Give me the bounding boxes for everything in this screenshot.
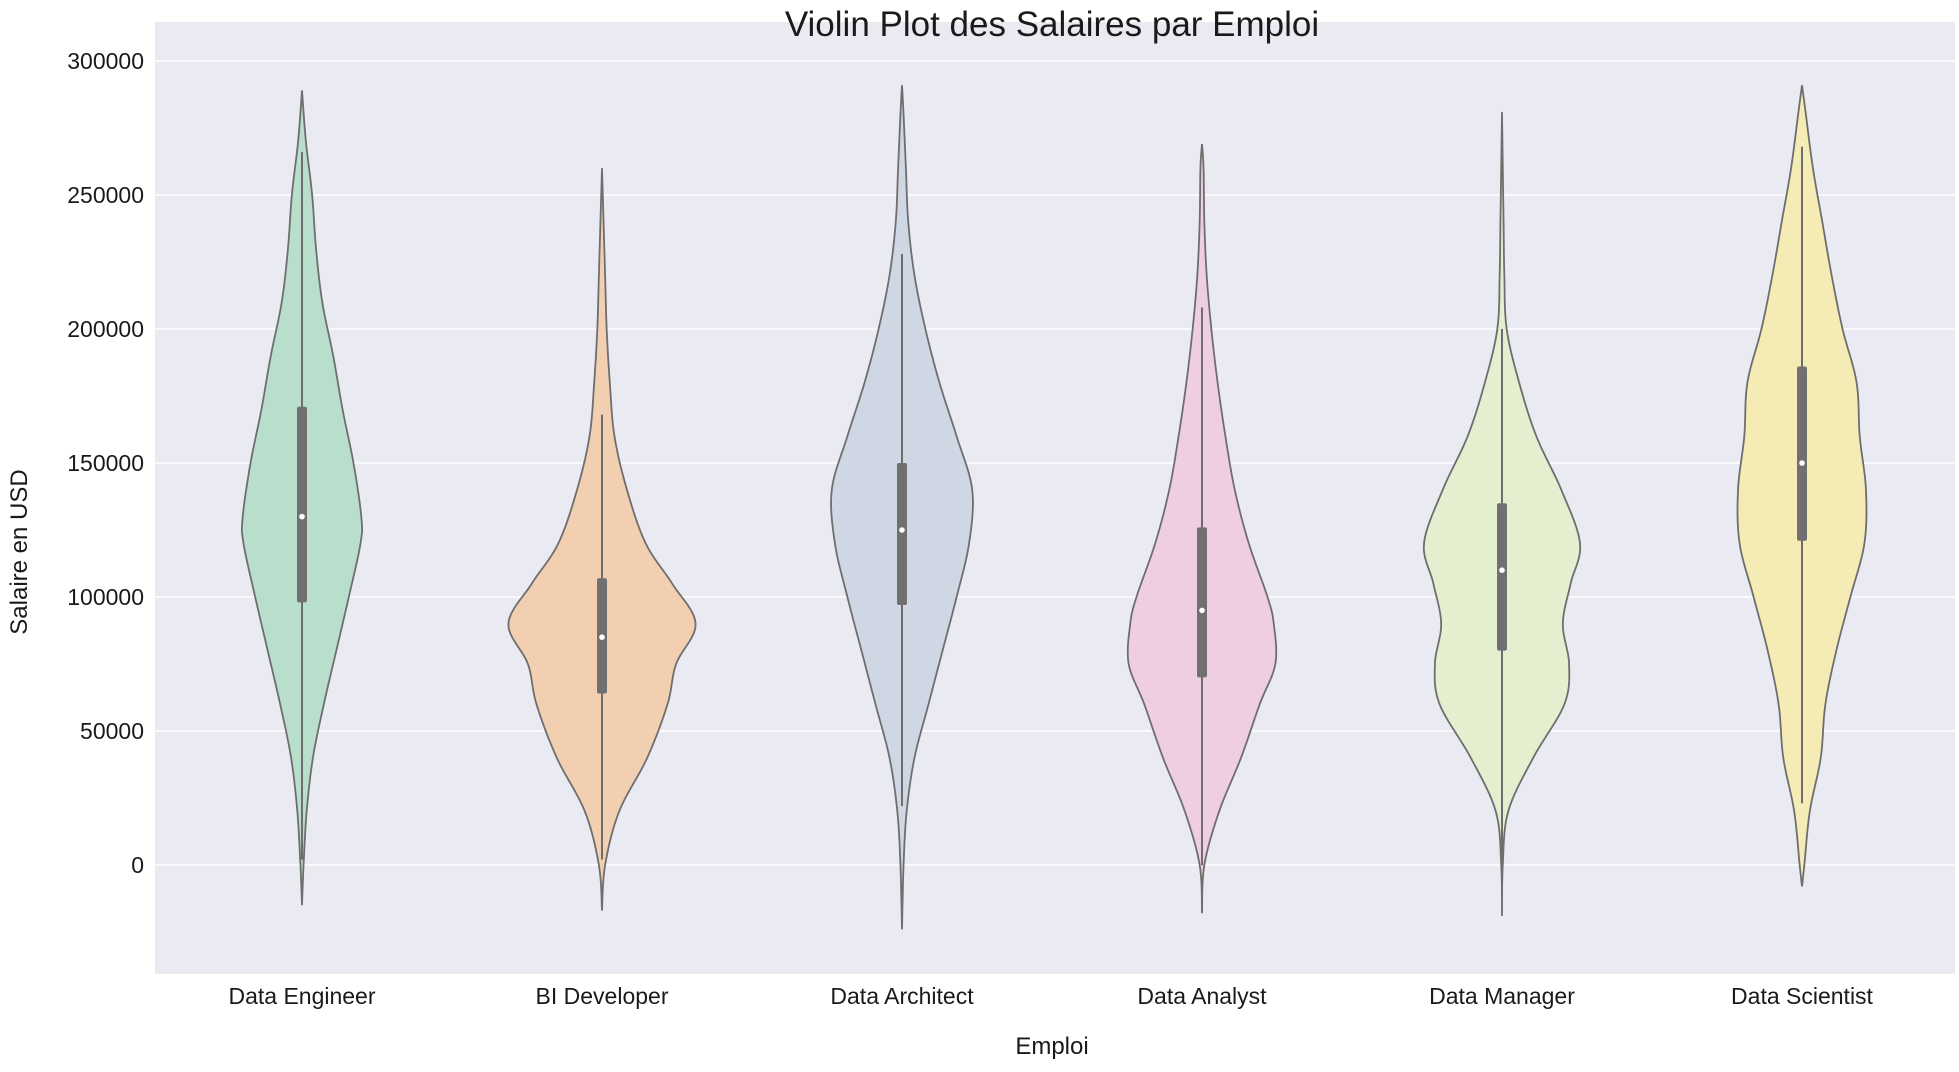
violin-median-point	[299, 513, 305, 520]
violins	[240, 85, 1868, 930]
violin-iqr-box	[1797, 366, 1807, 541]
y-tick-label: 150000	[67, 450, 144, 476]
y-axis-label: Salaire en USD	[6, 469, 33, 634]
y-tick-label: 200000	[67, 316, 144, 342]
y-tick-label: 0	[131, 852, 144, 878]
x-tick-labels: Data Engineer BI Developer Data Architect D…	[228, 983, 1873, 1009]
x-tick-label: Data Engineer	[228, 983, 375, 1009]
x-axis-label: Emploi	[1015, 1033, 1088, 1060]
plot-background	[155, 22, 1955, 974]
x-tick-label: BI Developer	[536, 983, 669, 1009]
violin-iqr-box	[1197, 527, 1207, 678]
violin-median-point	[1199, 607, 1205, 614]
y-tick-label: 300000	[67, 48, 144, 74]
violin-iqr-box	[297, 406, 307, 603]
y-tick-labels: 0 50000 100000 150000 200000 250000 300000	[67, 48, 144, 878]
y-tick-label: 100000	[67, 584, 144, 610]
y-tick-label: 250000	[67, 182, 144, 208]
x-tick-label: Data Manager	[1429, 983, 1575, 1009]
violin-iqr-box	[1497, 503, 1507, 651]
grid-lines	[155, 60, 1955, 866]
y-tick-label: 50000	[80, 718, 144, 744]
violin-median-point	[899, 527, 905, 533]
violin-median-point	[1499, 567, 1505, 573]
x-tick-label: Data Architect	[830, 983, 974, 1009]
violin-median-point	[599, 634, 605, 640]
violin-median-point	[1799, 460, 1805, 466]
violin-iqr-box	[897, 463, 907, 606]
x-tick-label: Data Analyst	[1137, 983, 1267, 1009]
chart-title: Violin Plot des Salaires par Emploi	[785, 5, 1319, 44]
x-tick-label: Data Scientist	[1731, 983, 1874, 1009]
